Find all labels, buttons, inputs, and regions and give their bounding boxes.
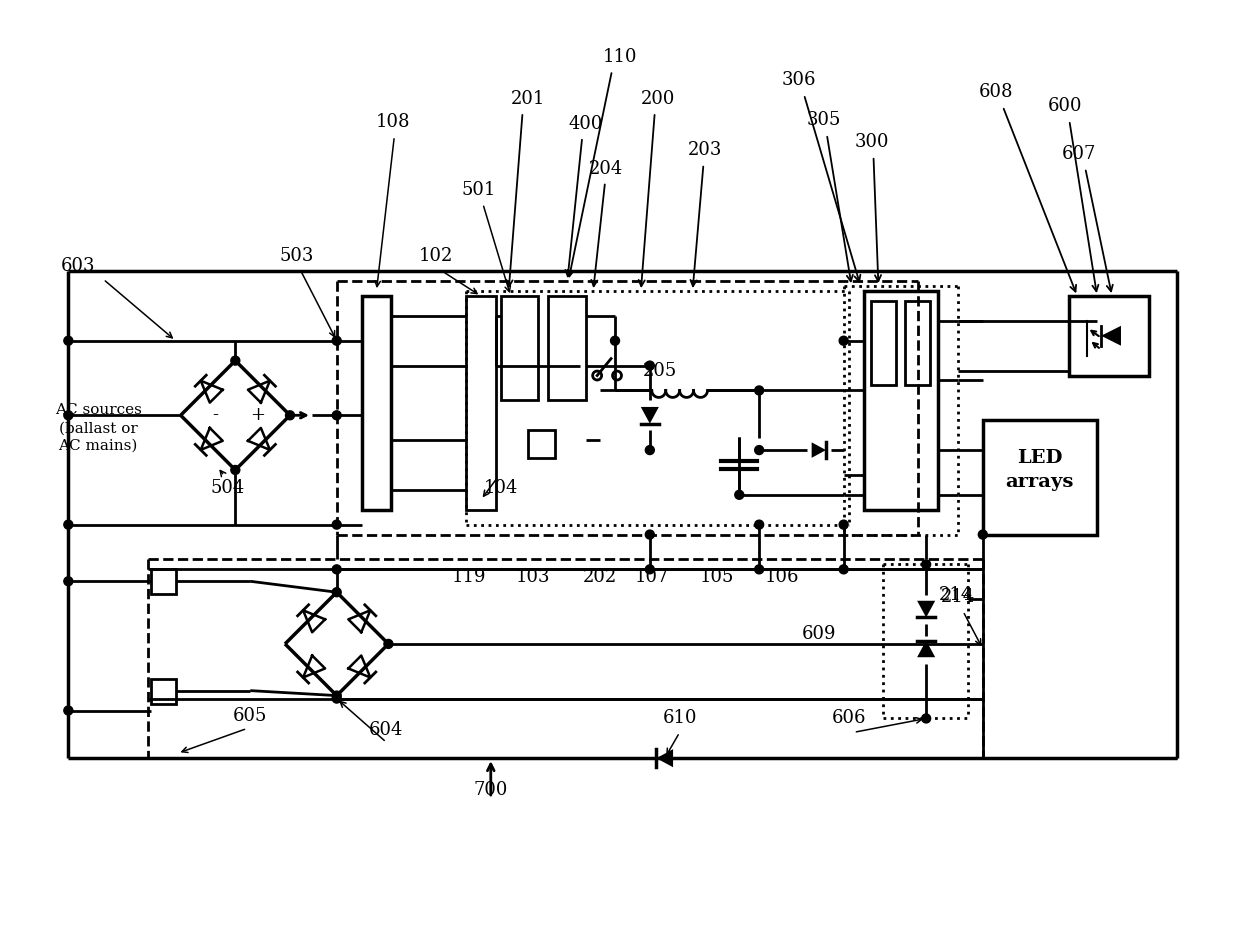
Bar <box>983 420 1097 535</box>
Polygon shape <box>656 749 673 767</box>
Circle shape <box>64 577 73 586</box>
Text: LED: LED <box>1017 449 1063 467</box>
Circle shape <box>978 530 987 539</box>
Circle shape <box>332 411 341 420</box>
Text: 610: 610 <box>662 709 697 727</box>
Text: 600: 600 <box>1048 97 1083 115</box>
Text: 108: 108 <box>376 113 410 131</box>
Circle shape <box>839 520 848 529</box>
Circle shape <box>839 565 848 574</box>
Circle shape <box>610 337 620 345</box>
Text: 306: 306 <box>781 71 816 90</box>
Text: 607: 607 <box>1061 145 1096 163</box>
Circle shape <box>332 694 341 703</box>
Text: 609: 609 <box>801 625 836 643</box>
Circle shape <box>332 691 341 700</box>
Text: 119: 119 <box>451 568 486 586</box>
Circle shape <box>755 520 764 529</box>
Text: 501: 501 <box>461 180 496 199</box>
Circle shape <box>755 446 764 454</box>
Text: 106: 106 <box>765 568 800 586</box>
Circle shape <box>231 465 239 475</box>
Circle shape <box>64 520 73 529</box>
Bar <box>466 296 496 510</box>
Bar <box>905 301 930 386</box>
Text: 110: 110 <box>603 48 637 67</box>
Text: 504: 504 <box>211 479 244 497</box>
Circle shape <box>645 361 655 370</box>
Circle shape <box>645 530 655 539</box>
Bar <box>863 291 939 510</box>
Text: 205: 205 <box>642 362 677 379</box>
Circle shape <box>64 706 73 715</box>
Circle shape <box>921 560 931 569</box>
Text: 202: 202 <box>583 568 618 586</box>
Text: 300: 300 <box>854 133 889 151</box>
Bar <box>527 430 556 458</box>
Circle shape <box>332 587 341 597</box>
Text: 200: 200 <box>641 91 675 108</box>
Polygon shape <box>641 407 658 424</box>
Bar <box>151 570 176 594</box>
Circle shape <box>645 446 655 454</box>
Text: AC sources: AC sources <box>55 403 141 417</box>
Circle shape <box>64 411 73 420</box>
Circle shape <box>839 337 848 345</box>
Text: arrays: arrays <box>1006 473 1074 491</box>
Text: 305: 305 <box>806 111 841 130</box>
Circle shape <box>64 337 73 345</box>
Text: 104: 104 <box>484 479 518 497</box>
Polygon shape <box>1101 326 1121 346</box>
Circle shape <box>332 565 341 574</box>
Circle shape <box>332 337 341 345</box>
Bar <box>151 679 176 704</box>
Bar <box>1069 296 1148 376</box>
Circle shape <box>755 565 764 574</box>
Circle shape <box>921 714 931 723</box>
Bar <box>872 301 897 386</box>
Text: 204: 204 <box>589 160 624 178</box>
Text: 603: 603 <box>61 257 95 275</box>
Text: 608: 608 <box>978 83 1013 101</box>
Bar <box>548 296 587 401</box>
Text: 700: 700 <box>474 781 508 799</box>
Circle shape <box>735 490 744 500</box>
Text: 214: 214 <box>939 586 973 604</box>
Circle shape <box>384 639 393 648</box>
Circle shape <box>645 565 655 574</box>
Text: 606: 606 <box>831 709 866 727</box>
Text: 102: 102 <box>419 247 454 265</box>
Text: 604: 604 <box>370 722 403 739</box>
Text: 400: 400 <box>568 115 603 133</box>
Text: 105: 105 <box>701 568 734 586</box>
Polygon shape <box>812 442 826 458</box>
Text: 203: 203 <box>688 141 723 159</box>
Text: 214: 214 <box>941 588 975 606</box>
Text: 107: 107 <box>635 568 670 586</box>
Text: (ballast or: (ballast or <box>58 421 138 435</box>
Polygon shape <box>918 640 935 658</box>
Bar <box>362 296 392 510</box>
Circle shape <box>755 386 764 395</box>
Circle shape <box>332 520 341 529</box>
Text: 103: 103 <box>516 568 549 586</box>
Circle shape <box>285 411 294 420</box>
Circle shape <box>231 356 239 365</box>
Bar <box>501 296 538 401</box>
Text: -: - <box>212 406 218 425</box>
Text: 503: 503 <box>280 247 314 265</box>
Text: AC mains): AC mains) <box>58 439 138 453</box>
Polygon shape <box>918 600 935 618</box>
Text: +: + <box>249 406 264 425</box>
Text: 605: 605 <box>233 708 268 725</box>
Text: 201: 201 <box>511 91 544 108</box>
